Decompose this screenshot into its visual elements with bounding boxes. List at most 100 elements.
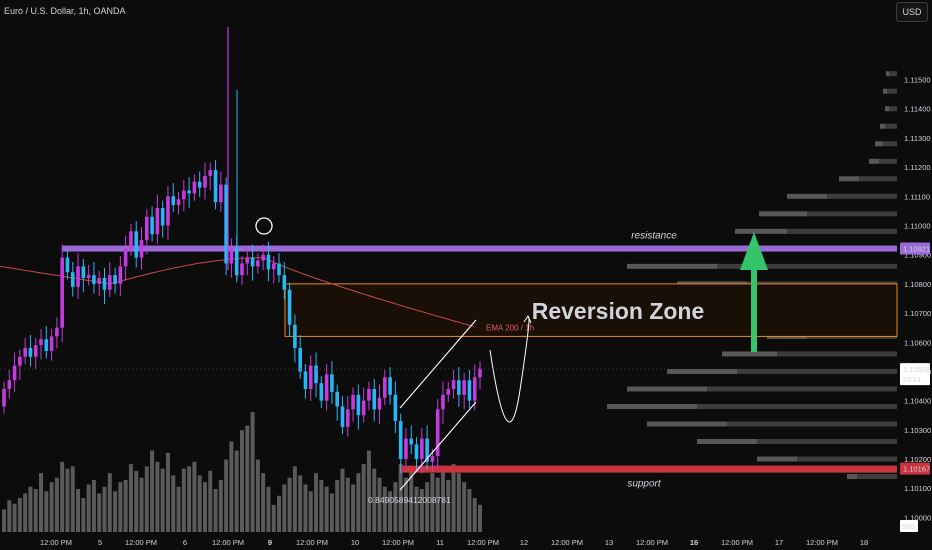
candle-body [462,380,466,395]
candle-body [12,365,17,381]
candle-body [240,263,244,276]
candle-body [229,248,234,264]
volume-bar [314,473,319,532]
reversion-zone-box[interactable] [284,283,898,337]
volume-bar [446,479,451,532]
candle-body [187,190,191,194]
candle-body [60,257,64,328]
volume-bar [419,488,424,532]
time-tick-label: 6 [183,538,187,547]
profile-bar-value-area [627,263,717,269]
volume-bars [2,412,482,532]
time-tick-label: 11 [436,538,444,547]
volume-bar [123,479,128,532]
time-tick-label: 16 [690,538,698,547]
resistance-line[interactable] [62,245,897,252]
candle-body [388,377,392,395]
price-tick-label: 1.10100 [904,484,931,493]
volume-bar [28,486,33,532]
time-tick-label: 5 [98,538,102,547]
candle-body [271,263,276,270]
support-price-badge [900,462,930,475]
profile-bar-value-area [757,456,797,462]
volume-bar [409,470,414,532]
projection-arrowhead [523,314,532,324]
profile-bar-value-area [722,351,777,357]
fib-value-label: 0.8490589412008781 [368,495,451,505]
volume-bar [451,464,456,532]
profile-bar [707,386,897,392]
volume-bar [107,473,112,532]
resistance-price-badge-text: 1.10921 [903,245,930,254]
candle-body [266,254,271,270]
candle-body [166,196,170,226]
volume-bar [329,493,334,532]
volume-bar [356,473,361,532]
volume-bar [181,468,186,532]
candle-body [404,438,408,460]
profile-bar-value-area [607,403,697,409]
candle-body [430,456,435,462]
volume-bar [171,475,176,532]
time-tick-label: 10 [351,538,359,547]
candle-body [86,275,91,279]
time-axis-ticks: 12:00 PM 5 12:00 PM 6 12:00 PM 9 12:00 PM 10 12:… [40,538,868,547]
candle-body [446,388,451,395]
candle-body [287,289,292,325]
volume-bar [60,461,65,532]
candle-body [372,388,377,410]
support-line[interactable] [401,465,897,473]
profile-bar [859,176,897,182]
profile-bar [885,123,897,129]
volume-bar [472,498,477,532]
profile-bar-value-area [875,141,883,147]
volume-bar [403,477,408,532]
volume-bar [234,450,239,532]
candle-body [92,275,96,284]
candle-body [361,400,366,416]
volume-bar [102,486,107,532]
price-tick-label: 1.10700 [904,309,931,318]
candle-body [293,324,297,349]
candle-body [308,365,313,389]
candle-body [441,394,445,410]
volume-bar [144,466,149,532]
candle-body [18,356,22,366]
candle-body [420,438,424,460]
time-tick-label: 17 [775,538,783,547]
volume-bar [160,468,165,532]
candle-body [55,327,59,337]
candle-body [81,266,86,279]
volume-bar [335,479,340,532]
profile-bar-value-area [787,193,827,199]
volume-bar [240,430,244,532]
candle-body [467,380,472,401]
candle-body [134,231,139,258]
volume-bar [250,412,255,532]
volume-bar [382,486,387,532]
volume-bar [65,468,70,532]
volume-bar [23,493,28,532]
currency-button[interactable]: USD [896,2,928,22]
candle-body [197,181,202,188]
time-tick-label: 9 [268,538,272,547]
volume-bar [44,491,49,532]
volume-bar [261,473,266,532]
candle-body [261,254,265,261]
profile-bar [717,263,897,269]
price-axis[interactable] [898,0,932,550]
candle-body [303,371,308,389]
time-tick-label: 12:00 PM [551,538,583,547]
profile-bar [737,368,897,374]
highlight-circle [255,217,273,235]
profile-bar [857,474,897,480]
candle-body [457,380,461,395]
candle-body [398,421,403,460]
candle-body [277,263,281,276]
time-tick-label: 12:00 PM [806,538,838,547]
volume-bar [282,484,287,532]
candles [2,27,482,474]
volume-badge [900,520,918,532]
price-axis-ticks: 1.11500 1.11400 1.11300 1.11200 1.11100 1.110… [904,76,931,523]
